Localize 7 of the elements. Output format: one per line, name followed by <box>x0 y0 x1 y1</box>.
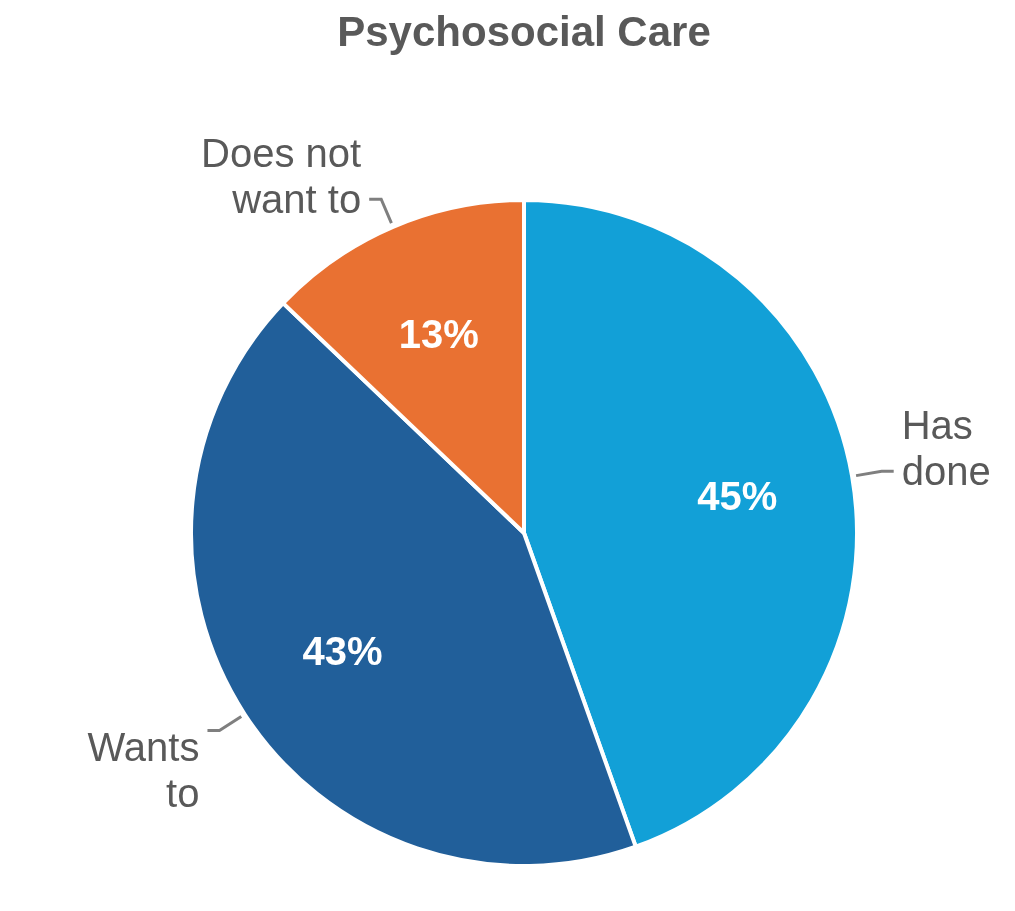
data-label: 45% <box>697 474 778 519</box>
data-label: 13% <box>398 312 479 357</box>
slice-label: Has done <box>901 403 991 494</box>
slice-label: Does not want to <box>201 131 362 222</box>
data-label: 43% <box>302 628 383 673</box>
slice-label: Wants to <box>87 724 200 815</box>
chart-title: Psychosocial Care <box>337 8 711 55</box>
